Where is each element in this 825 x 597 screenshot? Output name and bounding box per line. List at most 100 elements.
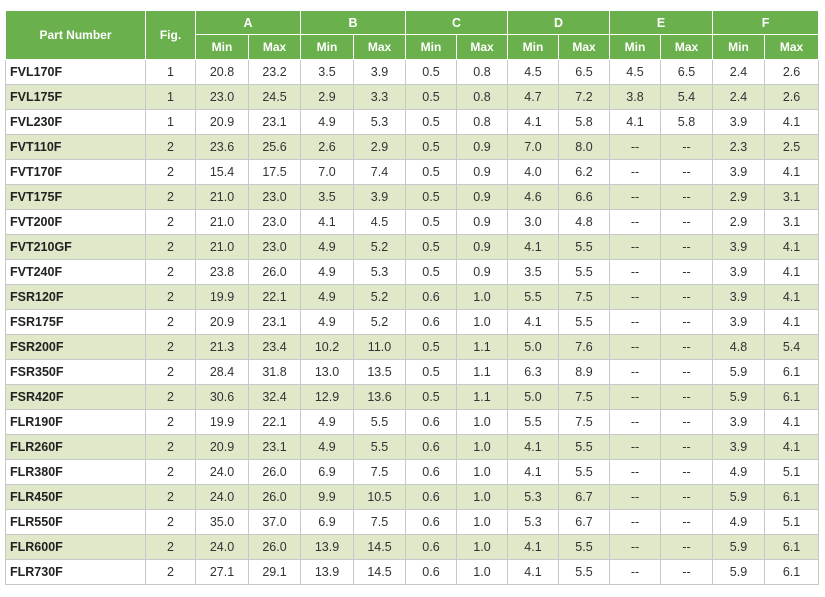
- value-cell: 27.1: [195, 559, 249, 585]
- value-cell: 4.9: [300, 259, 354, 285]
- value-cell: 22.1: [248, 284, 301, 310]
- value-cell: --: [609, 259, 661, 285]
- value-cell: 8.0: [558, 134, 610, 160]
- value-cell: 3.9: [353, 184, 406, 210]
- value-cell: 37.0: [248, 509, 301, 535]
- part-number-cell: FVL175F: [5, 84, 146, 110]
- value-cell: 0.6: [405, 434, 457, 460]
- value-cell: 0.6: [405, 284, 457, 310]
- value-cell: 3.8: [609, 84, 661, 110]
- value-cell: 4.7: [507, 84, 559, 110]
- value-cell: 4.9: [300, 109, 354, 135]
- value-cell: 26.0: [248, 459, 301, 485]
- value-cell: --: [660, 434, 713, 460]
- value-cell: 5.9: [712, 484, 765, 510]
- value-cell: 1.0: [456, 484, 508, 510]
- value-cell: 13.9: [300, 559, 354, 585]
- value-cell: 5.5: [507, 409, 559, 435]
- value-cell: 2.4: [712, 84, 765, 110]
- value-cell: 4.9: [712, 509, 765, 535]
- value-cell: 5.8: [558, 109, 610, 135]
- value-cell: 4.5: [609, 59, 661, 85]
- value-cell: 1.0: [456, 284, 508, 310]
- value-cell: 0.5: [405, 234, 457, 260]
- value-cell: 3.5: [300, 184, 354, 210]
- value-cell: 26.0: [248, 259, 301, 285]
- value-cell: 9.9: [300, 484, 354, 510]
- value-cell: --: [609, 334, 661, 360]
- value-cell: --: [660, 284, 713, 310]
- value-cell: 0.6: [405, 309, 457, 335]
- value-cell: 23.4: [248, 334, 301, 360]
- value-cell: 20.8: [195, 59, 249, 85]
- table-row: FLR600F 2 24.0 26.0 13.9 14.5 0.6 1.0 4.1 5.5 -- --…: [5, 534, 820, 560]
- value-cell: 7.5: [558, 384, 610, 410]
- table-row: FVT200F 2 21.0 23.0 4.1 4.5 0.5 0.9 3.0 4.8 -- -- 2.…: [5, 209, 820, 235]
- fig-cell: 2: [145, 234, 196, 260]
- value-cell: 28.4: [195, 359, 249, 385]
- value-cell: 35.0: [195, 509, 249, 535]
- value-cell: 4.1: [763, 234, 820, 260]
- value-cell: 23.6: [195, 134, 249, 160]
- value-cell: 5.4: [660, 84, 713, 110]
- value-cell: 6.3: [507, 359, 559, 385]
- value-cell: --: [660, 184, 713, 210]
- value-cell: 21.0: [195, 209, 249, 235]
- value-cell: --: [609, 184, 661, 210]
- value-cell: 2.6: [300, 134, 354, 160]
- value-cell: 3.9: [712, 159, 765, 185]
- part-number-cell: FSR350F: [5, 359, 146, 385]
- value-cell: 23.2: [248, 59, 301, 85]
- table-row: FSR175F 2 20.9 23.1 4.9 5.2 0.6 1.0 4.1 5.5 -- -- 3.…: [5, 309, 820, 335]
- fig-cell: 1: [145, 59, 196, 85]
- value-cell: 7.5: [353, 459, 406, 485]
- value-cell: 0.8: [456, 59, 508, 85]
- value-cell: --: [609, 359, 661, 385]
- value-cell: 5.1: [763, 509, 820, 535]
- value-cell: 5.5: [507, 284, 559, 310]
- value-cell: 4.1: [763, 309, 820, 335]
- header-min-f: Min: [712, 34, 765, 60]
- value-cell: 3.9: [353, 59, 406, 85]
- value-cell: 4.1: [507, 559, 559, 585]
- value-cell: 2.9: [353, 134, 406, 160]
- value-cell: --: [609, 309, 661, 335]
- table-row: FSR350F 2 28.4 31.8 13.0 13.5 0.5 1.1 6.3 8.9 -- --…: [5, 359, 820, 385]
- value-cell: 2.9: [712, 184, 765, 210]
- value-cell: --: [660, 359, 713, 385]
- value-cell: 4.1: [507, 234, 559, 260]
- value-cell: 3.3: [353, 84, 406, 110]
- fig-cell: 1: [145, 84, 196, 110]
- value-cell: 4.1: [763, 409, 820, 435]
- table-row: FLR550F 2 35.0 37.0 6.9 7.5 0.6 1.0 5.3 6.7 -- -- 4.…: [5, 509, 820, 535]
- value-cell: 1.0: [456, 509, 508, 535]
- value-cell: 20.9: [195, 309, 249, 335]
- value-cell: 5.9: [712, 559, 765, 585]
- value-cell: 7.5: [558, 409, 610, 435]
- part-number-cell: FVL230F: [5, 109, 146, 135]
- value-cell: 6.1: [763, 484, 820, 510]
- value-cell: 5.5: [558, 434, 610, 460]
- fig-cell: 2: [145, 509, 196, 535]
- table-row: FLR190F 2 19.9 22.1 4.9 5.5 0.6 1.0 5.5 7.5 -- -- 3.…: [5, 409, 820, 435]
- value-cell: 5.2: [353, 284, 406, 310]
- value-cell: --: [660, 134, 713, 160]
- value-cell: 4.5: [507, 59, 559, 85]
- fig-cell: 2: [145, 309, 196, 335]
- value-cell: --: [660, 209, 713, 235]
- value-cell: --: [660, 334, 713, 360]
- fig-cell: 2: [145, 384, 196, 410]
- value-cell: --: [609, 209, 661, 235]
- part-number-cell: FVT210GF: [5, 234, 146, 260]
- table-row: FVT175F 2 21.0 23.0 3.5 3.9 0.5 0.9 4.6 6.6 -- -- 2.…: [5, 184, 820, 210]
- fig-cell: 2: [145, 334, 196, 360]
- value-cell: --: [660, 459, 713, 485]
- value-cell: 23.1: [248, 109, 301, 135]
- value-cell: 6.9: [300, 459, 354, 485]
- value-cell: 5.5: [558, 459, 610, 485]
- value-cell: 0.9: [456, 159, 508, 185]
- fig-cell: 2: [145, 359, 196, 385]
- value-cell: 4.9: [300, 409, 354, 435]
- value-cell: 5.5: [353, 434, 406, 460]
- header-min-e: Min: [609, 34, 661, 60]
